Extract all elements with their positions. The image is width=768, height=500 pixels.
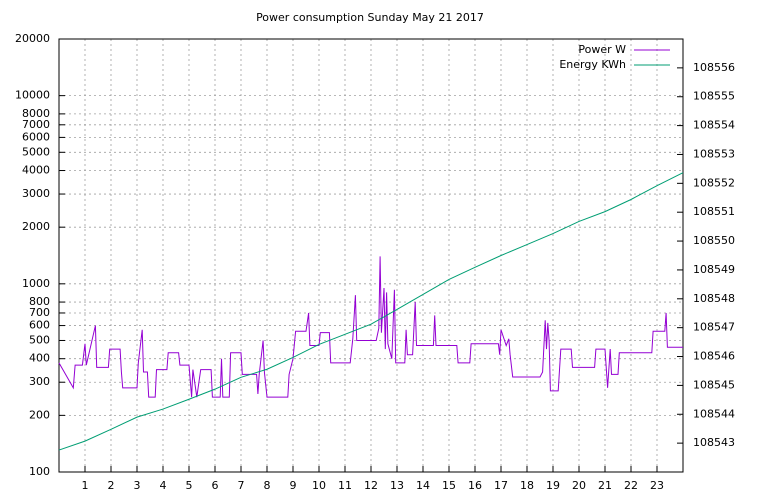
- y-tick-label: 100: [29, 465, 50, 478]
- x-tick-label: 1: [82, 479, 89, 492]
- y-tick-label: 7000: [22, 118, 50, 131]
- y-tick-label: 10000: [15, 89, 50, 102]
- x-tick-label: 22: [624, 479, 638, 492]
- y-tick-label: 1000: [22, 277, 50, 290]
- chart-title: Power consumption Sunday May 21 2017: [256, 11, 484, 24]
- y2-tick-label: 108556: [693, 61, 735, 74]
- y2-tick-label: 108545: [693, 378, 735, 391]
- y2-tick-label: 108552: [693, 176, 735, 189]
- x-tick-label: 7: [238, 479, 245, 492]
- x-tick-label: 4: [160, 479, 167, 492]
- x-tick-label: 9: [290, 479, 297, 492]
- series-line: [58, 256, 683, 398]
- y2-tick-label: 108543: [693, 436, 735, 449]
- y-tick-label: 700: [29, 306, 50, 319]
- x-tick-label: 13: [390, 479, 404, 492]
- y-tick-label: 5000: [22, 145, 50, 158]
- x-tick-label: 5: [186, 479, 193, 492]
- y-tick-label: 500: [29, 333, 50, 346]
- y-tick-label: 400: [29, 352, 50, 365]
- y-tick-label: 600: [29, 319, 50, 332]
- legend-label: Energy KWh: [559, 58, 626, 71]
- x-tick-label: 16: [468, 479, 482, 492]
- y-tick-label: 20000: [15, 32, 50, 45]
- y-tick-label: 8000: [22, 107, 50, 120]
- x-tick-label: 19: [546, 479, 560, 492]
- x-tick-label: 3: [134, 479, 141, 492]
- x-tick-label: 14: [416, 479, 430, 492]
- y-tick-label: 800: [29, 295, 50, 308]
- x-tick-label: 11: [338, 479, 352, 492]
- plot-border: [58, 38, 684, 473]
- x-tick-label: 10: [312, 479, 326, 492]
- x-tick-label: 21: [598, 479, 612, 492]
- y-tick-label: 200: [29, 408, 50, 421]
- y2-tick-label: 108546: [693, 350, 735, 363]
- y-tick-label: 4000: [22, 164, 50, 177]
- legend-label: Power W: [578, 43, 626, 56]
- y-tick-label: 6000: [22, 130, 50, 143]
- x-tick-label: 20: [572, 479, 586, 492]
- y2-tick-label: 108553: [693, 147, 735, 160]
- y2-tick-label: 108551: [693, 205, 735, 218]
- x-tick-label: 6: [212, 479, 219, 492]
- x-tick-label: 23: [650, 479, 664, 492]
- series-line: [58, 172, 684, 451]
- y2-tick-label: 108555: [693, 90, 735, 103]
- y2-tick-label: 108554: [693, 119, 735, 132]
- x-tick-label: 17: [494, 479, 508, 492]
- y-tick-label: 300: [29, 375, 50, 388]
- x-tick-label: 15: [442, 479, 456, 492]
- y-tick-label: 3000: [22, 187, 50, 200]
- y2-tick-label: 108550: [693, 234, 735, 247]
- x-tick-label: 8: [264, 479, 271, 492]
- y2-tick-label: 108548: [693, 292, 735, 305]
- x-tick-label: 2: [108, 479, 115, 492]
- y2-tick-label: 108549: [693, 263, 735, 276]
- y2-tick-label: 108544: [693, 407, 735, 420]
- x-tick-label: 18: [520, 479, 534, 492]
- y-tick-label: 2000: [22, 220, 50, 233]
- x-tick-label: 12: [364, 479, 378, 492]
- y2-tick-label: 108547: [693, 321, 735, 334]
